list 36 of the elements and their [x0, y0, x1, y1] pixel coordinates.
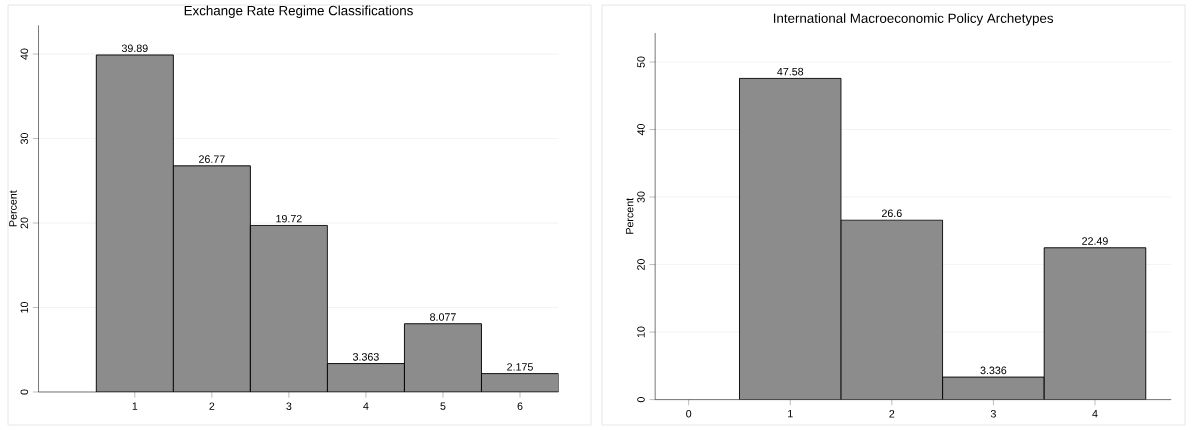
data-label: 47.58 [777, 67, 804, 76]
y-tick-label: 20 [20, 217, 29, 229]
x-tick-label: 1 [132, 402, 138, 410]
x-tick-label: 4 [1092, 410, 1098, 418]
y-axis-title: Percent [9, 190, 17, 227]
x-tick-label: 2 [209, 402, 215, 410]
y-axis-title: Percent [625, 197, 634, 234]
data-label: 8.077 [430, 313, 456, 321]
data-label: 39.89 [121, 44, 148, 53]
y-tick-label: 50 [637, 56, 645, 68]
chart-title: Exchange Rate Regime Classifications [184, 5, 413, 18]
x-tick-label: 2 [889, 410, 895, 418]
chart-title: International Macroeconomic Policy Archetypes [773, 13, 1054, 26]
x-tick-label: 3 [990, 410, 996, 418]
y-tick-label: 10 [20, 301, 29, 313]
data-label: 26.6 [882, 209, 902, 218]
data-label: 3.363 [352, 353, 379, 361]
y-tick-label: 10 [637, 326, 645, 338]
x-tick-label: 1 [788, 410, 793, 418]
x-tick-label: 5 [440, 402, 446, 410]
x-tick-label: 4 [363, 402, 369, 410]
x-tick-label: 0 [686, 410, 692, 418]
y-tick-label: 40 [20, 48, 29, 60]
data-label: 26.77 [199, 155, 225, 163]
data-label: 19.72 [276, 214, 302, 223]
data-label: 2.175 [507, 363, 533, 371]
y-tick-label: 0 [637, 397, 645, 403]
y-tick-label: 20 [637, 259, 645, 270]
y-tick-label: 30 [637, 191, 645, 203]
data-label: 22.49 [1082, 237, 1108, 245]
x-tick-label: 3 [286, 402, 292, 410]
data-label: 3.336 [980, 366, 1007, 375]
y-tick-label: 40 [637, 124, 645, 136]
x-tick-label: 6 [517, 402, 523, 410]
y-tick-label: 30 [20, 133, 29, 145]
y-tick-label: 0 [20, 389, 29, 395]
